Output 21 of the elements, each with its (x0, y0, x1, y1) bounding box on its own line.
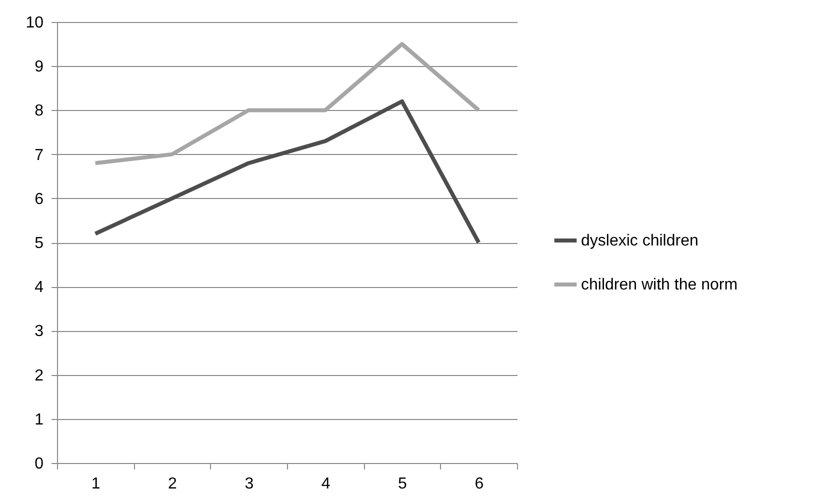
x-tick-label: 5 (398, 476, 408, 492)
line-series (93, 42, 481, 166)
y-tick-label: 2 (34, 367, 44, 384)
x-tick-label: 3 (244, 476, 254, 492)
y-tick-label: 5 (34, 235, 44, 252)
y-tick-label: 1 (34, 411, 44, 428)
y-tick-label: 4 (34, 279, 44, 296)
legend-label: children with the norm (581, 276, 738, 294)
y-tick-label: 3 (34, 323, 44, 340)
y-tick-label: 10 (26, 14, 44, 32)
legend-label: dyslexic children (581, 232, 698, 250)
x-tick-label: 4 (321, 476, 330, 492)
y-tick-label: 0 (34, 456, 44, 472)
line-series (93, 99, 481, 244)
y-tick-label: 6 (34, 190, 44, 208)
y-tick-label: 9 (34, 58, 44, 76)
x-tick-label: 1 (91, 476, 100, 492)
y-tick-label: 8 (34, 102, 44, 120)
y-tick-label: 7 (34, 146, 44, 164)
x-tick-label: 6 (474, 476, 484, 492)
x-tick-label: 2 (168, 476, 178, 492)
